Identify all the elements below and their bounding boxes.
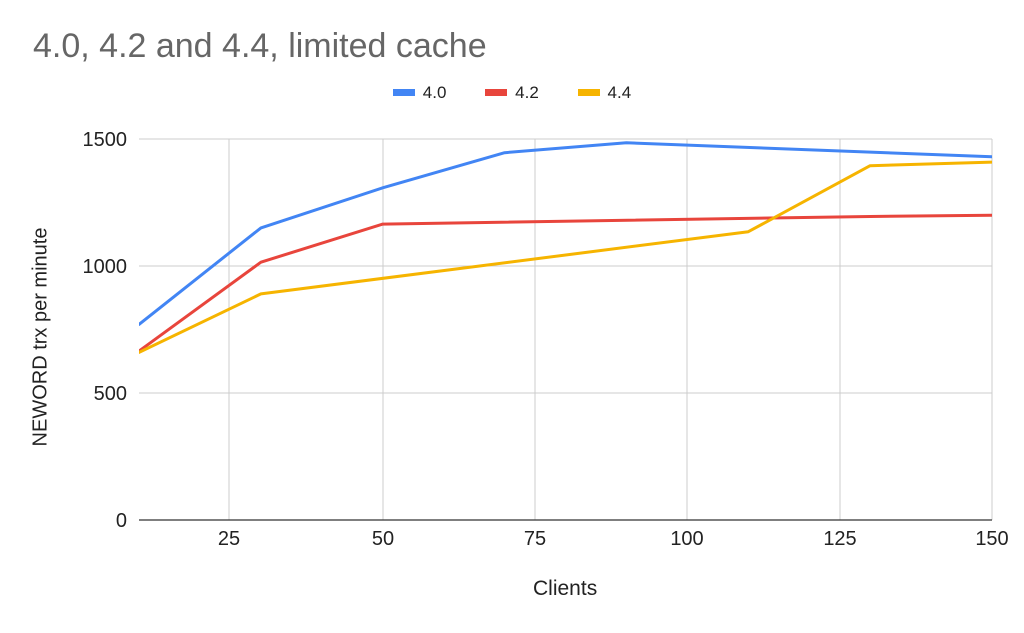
- svg-text:500: 500: [94, 383, 127, 405]
- svg-text:0: 0: [116, 510, 127, 532]
- svg-text:100: 100: [670, 528, 703, 550]
- svg-text:150: 150: [975, 528, 1008, 550]
- svg-text:1500: 1500: [83, 129, 128, 151]
- svg-text:125: 125: [823, 528, 856, 550]
- svg-text:1000: 1000: [83, 256, 128, 278]
- svg-text:50: 50: [372, 528, 394, 550]
- svg-text:75: 75: [524, 528, 546, 550]
- svg-text:25: 25: [218, 528, 240, 550]
